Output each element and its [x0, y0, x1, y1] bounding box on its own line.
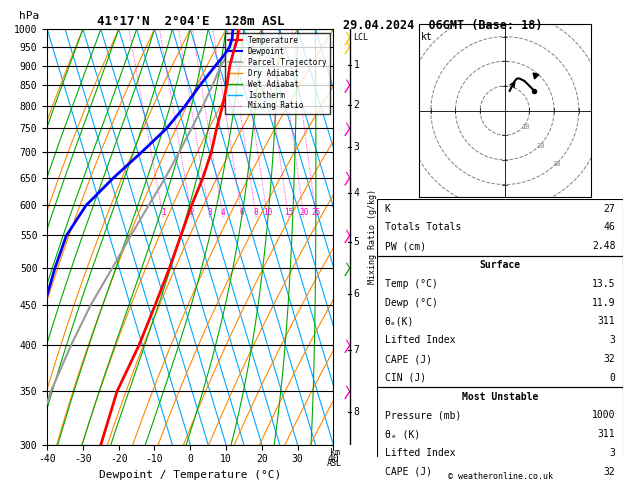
Text: 20: 20	[299, 208, 308, 217]
Text: 0: 0	[610, 373, 615, 383]
Text: 6: 6	[240, 208, 245, 217]
Text: 3: 3	[610, 335, 615, 345]
Text: 5: 5	[353, 237, 359, 247]
Text: Pressure (mb): Pressure (mb)	[385, 411, 461, 420]
Text: Mixing Ratio (g/kg): Mixing Ratio (g/kg)	[368, 190, 377, 284]
X-axis label: Dewpoint / Temperature (°C): Dewpoint / Temperature (°C)	[99, 470, 281, 480]
Text: 32: 32	[604, 467, 615, 477]
Text: 10: 10	[521, 124, 529, 130]
Text: 29.04.2024  06GMT (Base: 18): 29.04.2024 06GMT (Base: 18)	[343, 19, 542, 33]
Text: 3: 3	[610, 448, 615, 458]
Text: Lifted Index: Lifted Index	[385, 335, 455, 345]
Text: Surface: Surface	[479, 260, 521, 270]
Text: 13.5: 13.5	[592, 279, 615, 289]
Text: θₑ (K): θₑ (K)	[385, 429, 420, 439]
Text: 4: 4	[353, 188, 359, 198]
Text: km
ASL: km ASL	[327, 448, 342, 468]
Text: 6: 6	[353, 289, 359, 299]
Text: 1000: 1000	[592, 411, 615, 420]
Text: 8: 8	[353, 407, 359, 417]
Text: Lifted Index: Lifted Index	[385, 448, 455, 458]
Text: 46: 46	[604, 223, 615, 232]
Text: Most Unstable: Most Unstable	[462, 392, 538, 402]
Text: 32: 32	[604, 354, 615, 364]
Text: θₑ(K): θₑ(K)	[385, 316, 414, 327]
Text: 10: 10	[263, 208, 272, 217]
Text: CAPE (J): CAPE (J)	[385, 354, 431, 364]
Text: 4: 4	[221, 208, 225, 217]
Text: 25: 25	[311, 208, 321, 217]
Text: Totals Totals: Totals Totals	[385, 223, 461, 232]
Text: 2: 2	[353, 100, 359, 110]
Text: CAPE (J): CAPE (J)	[385, 467, 431, 477]
Text: 8: 8	[254, 208, 259, 217]
Text: 7: 7	[353, 345, 359, 355]
Text: 1: 1	[161, 208, 165, 217]
Text: 1: 1	[353, 60, 359, 70]
Legend: Temperature, Dewpoint, Parcel Trajectory, Dry Adiabat, Wet Adiabat, Isotherm, Mi: Temperature, Dewpoint, Parcel Trajectory…	[225, 33, 330, 114]
Text: LCL: LCL	[353, 34, 369, 42]
Text: 3: 3	[353, 142, 359, 153]
Text: 311: 311	[598, 316, 615, 327]
Text: CIN (J): CIN (J)	[385, 373, 426, 383]
Text: 20: 20	[537, 142, 545, 149]
Text: 30: 30	[553, 161, 561, 167]
Text: 3: 3	[208, 208, 212, 217]
Text: 27: 27	[604, 204, 615, 214]
Text: Dewp (°C): Dewp (°C)	[385, 298, 438, 308]
Text: Temp (°C): Temp (°C)	[385, 279, 438, 289]
Text: PW (cm): PW (cm)	[385, 241, 426, 251]
Text: 2: 2	[189, 208, 194, 217]
Text: © weatheronline.co.uk: © weatheronline.co.uk	[448, 472, 552, 481]
Text: kt: kt	[421, 32, 433, 42]
Text: 11.9: 11.9	[592, 298, 615, 308]
Text: 2.48: 2.48	[592, 241, 615, 251]
Text: 15: 15	[284, 208, 293, 217]
Text: 311: 311	[598, 429, 615, 439]
Text: K: K	[385, 204, 391, 214]
Text: hPa: hPa	[18, 11, 39, 21]
Title: 41°17'N  2°04'E  128m ASL: 41°17'N 2°04'E 128m ASL	[96, 15, 284, 28]
